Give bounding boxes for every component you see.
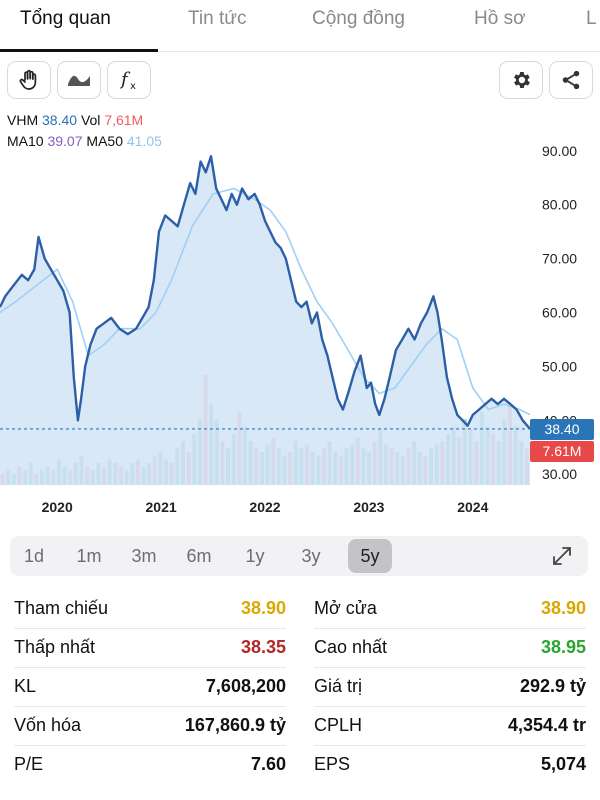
stat-low: Thấp nhất 38.35 [14, 628, 286, 666]
stat-reference: Tham chiếu 38.90 [14, 589, 286, 627]
stat-shares-outstanding: CPLH 4,354.4 tr [314, 706, 586, 744]
chart-type-button[interactable] [57, 61, 101, 99]
price-area [0, 156, 530, 485]
symbol-label: VHM [7, 112, 39, 128]
stat-eps: EPS 5,074 [314, 745, 586, 783]
divider [314, 628, 586, 629]
stat-label: Tham chiếu [14, 598, 109, 618]
price-line [0, 155, 531, 430]
period-1y[interactable]: 1y [245, 546, 265, 566]
price-badge-text: 38.40 [544, 421, 579, 437]
price-value: 38.40 [42, 112, 78, 128]
ma50-line [0, 187, 531, 416]
stat-volume: KL 7,608,200 [14, 667, 286, 705]
stat-value: 38.90 [540, 598, 586, 618]
y-tick-label: 80.00 [542, 197, 577, 213]
y-tick-label: 70.00 [542, 251, 577, 267]
volume-badge [530, 440, 594, 462]
stat-value: 38.35 [240, 637, 286, 657]
x-tick-label: 2022 [249, 499, 280, 515]
stat-label: Mở cửa [314, 598, 377, 618]
stat-value: 38.90 [240, 598, 286, 618]
divider [314, 667, 586, 668]
stat-label: Vốn hóa [14, 715, 82, 735]
x-tick-label: 2024 [457, 499, 488, 515]
x-tick-label: 2020 [42, 499, 73, 515]
period-3y[interactable]: 3y [301, 546, 321, 566]
stat-value: 38.95 [540, 637, 586, 657]
vol-value: 7,61M [104, 112, 144, 128]
ma50-label: MA50 [86, 133, 123, 149]
gear-icon [514, 72, 530, 88]
wave-icon [68, 75, 90, 86]
y-tick-label: 90.00 [542, 143, 577, 159]
stat-value: 7,608,200 [205, 676, 286, 696]
divider [14, 745, 286, 746]
stat-label: EPS [314, 754, 351, 774]
x-axis: 2020 2021 2022 2023 2024 [42, 499, 489, 515]
tab-bar: Tổng quan Tin tức Cộng đồng Hồ sơ L [0, 0, 600, 52]
price-badges: 38.40 7.61M [530, 418, 594, 462]
expand-icon[interactable] [550, 544, 574, 568]
period-3m[interactable]: 3m [131, 546, 157, 566]
stat-label: P/E [14, 754, 44, 774]
x-tick-label: 2023 [353, 499, 384, 515]
stat-market-cap: Vốn hóa 167,860.9 tỷ [14, 706, 286, 744]
svg-text:x: x [130, 81, 136, 92]
ma50-value: 41.05 [126, 133, 162, 149]
period-1d[interactable]: 1d [23, 546, 45, 566]
price-badge [530, 418, 594, 440]
price-legend: VHM 38.40 Vol 7,61M [7, 112, 143, 128]
tab-profile[interactable]: Hồ sơ [474, 8, 526, 29]
period-6m[interactable]: 6m [186, 546, 212, 566]
ma10-value: 39.07 [47, 133, 83, 149]
divider [14, 706, 286, 707]
vol-label: Vol [80, 112, 101, 128]
tab-community[interactable]: Cộng đồng [312, 8, 405, 29]
stat-value: 7.60 [250, 754, 286, 774]
divider [314, 706, 586, 707]
stat-value: 292.9 tỷ [519, 676, 586, 696]
stat-value: 5,074 [540, 754, 586, 774]
divider [14, 667, 286, 668]
stat-pe: P/E 7.60 [14, 745, 286, 783]
stat-label: KL [14, 676, 37, 696]
stat-label: Thấp nhất [14, 637, 96, 657]
share-button[interactable] [549, 61, 593, 99]
divider [314, 745, 586, 746]
tab-more[interactable]: L [586, 8, 597, 29]
hand-icon [19, 69, 37, 90]
settings-button[interactable] [499, 61, 543, 99]
stat-label: Giá trị [314, 676, 363, 696]
period-5y[interactable]: 5y [348, 539, 392, 573]
x-tick-label: 2021 [146, 499, 177, 515]
y-tick-label: 60.00 [542, 305, 577, 321]
hand-tool-button[interactable] [7, 61, 51, 99]
stat-high: Cao nhất 38.95 [314, 628, 586, 666]
stat-value: 167,860.9 tỷ [184, 715, 286, 735]
tab-news[interactable]: Tin tức [188, 8, 247, 29]
divider [14, 628, 286, 629]
stat-value: 4,354.4 tr [507, 715, 586, 735]
tab-overview[interactable]: Tổng quan [20, 8, 111, 29]
period-selector: 1d 1m 3m 6m 1y 3y 5y [10, 536, 588, 576]
function-icon: f x [119, 69, 136, 92]
active-tab-indicator [0, 49, 158, 52]
stat-label: Cao nhất [314, 637, 388, 657]
y-tick-label: 30.00 [542, 466, 577, 482]
stat-value-traded: Giá trị 292.9 tỷ [314, 667, 586, 705]
ma10-label: MA10 [7, 133, 44, 149]
volume-badge-text: 7.61M [543, 443, 582, 459]
stat-label: CPLH [314, 715, 363, 735]
share-icon [562, 70, 580, 90]
stat-open: Mở cửa 38.90 [314, 589, 586, 627]
y-tick-label: 50.00 [542, 358, 577, 374]
ma-legend: MA10 39.07 MA50 41.05 [7, 133, 162, 149]
period-1m[interactable]: 1m [76, 546, 102, 566]
indicator-button[interactable]: f x [107, 61, 151, 99]
